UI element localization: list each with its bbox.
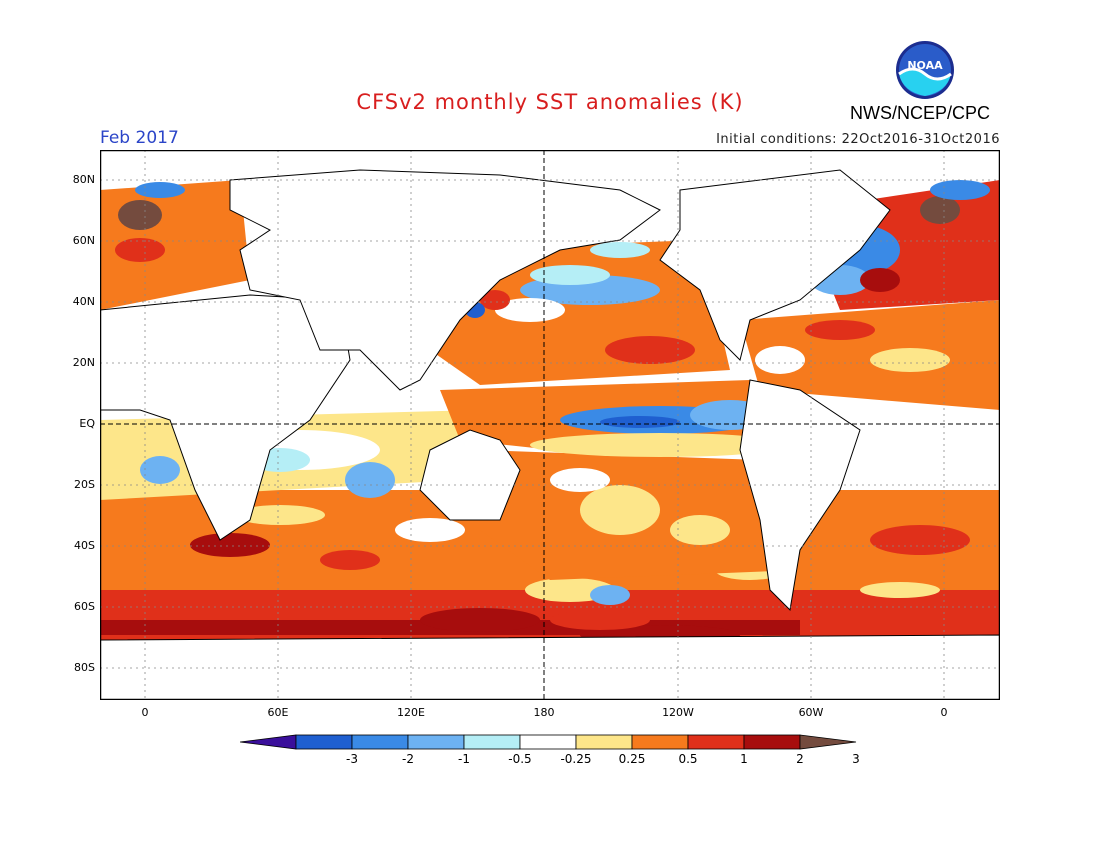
colorbar-cell — [631, 734, 689, 750]
lon-label-0-east: 0 — [940, 706, 948, 719]
lon-label-180: 180 — [533, 706, 555, 719]
agency-label: NWS/NCEP/CPC — [849, 103, 990, 123]
lat-label-80n: 80N — [72, 173, 95, 186]
lon-label-60e: 60E — [267, 706, 289, 719]
land-antarctica — [100, 634, 1000, 700]
colorbar-cell — [407, 734, 465, 750]
colorbar-tick-label: 0.25 — [618, 752, 646, 766]
colorbar-tick-label: -0.25 — [560, 752, 592, 766]
land-eurasia — [229, 169, 661, 391]
continents — [100, 169, 1000, 700]
colorbar-cell — [687, 734, 745, 750]
land-australia — [419, 429, 521, 521]
lon-label-120w: 120W — [662, 706, 694, 719]
colorbar-cell — [351, 734, 409, 750]
colorbar-cell — [519, 734, 577, 750]
colorbar-tick-label: 2 — [796, 752, 804, 766]
colorbar-tick-label: -0.5 — [508, 752, 532, 766]
forecast-period: Feb 2017 — [100, 128, 179, 148]
north-atlantic-anomalies — [100, 180, 1000, 410]
map-frame — [100, 150, 1000, 700]
colorbar-tick-label: -2 — [402, 752, 414, 766]
colorbar-cell — [575, 734, 633, 750]
lat-label-80s: 80S — [74, 661, 95, 674]
colorbar-tick-label: 3 — [852, 752, 860, 766]
map-title: CFSv2 monthly SST anomalies (K) — [356, 90, 744, 114]
logo-text: NOAA — [907, 59, 943, 72]
lon-label-0: 0 — [141, 706, 149, 719]
lat-label-40n: 40N — [72, 295, 95, 308]
lat-label-20n: 20N — [72, 356, 95, 369]
colorbar-tick-label: -3 — [346, 752, 358, 766]
colorbar-tick-label: -1 — [458, 752, 470, 766]
colorbar-cell — [295, 734, 353, 750]
land-north-america — [659, 169, 891, 361]
lat-label-60s: 60S — [74, 600, 95, 613]
initial-conditions: Initial conditions: 22Oct2016-31Oct2016 — [716, 132, 1000, 147]
colorbar — [240, 734, 857, 750]
colorbar-cell — [743, 734, 801, 750]
colorbar-arrow-high — [799, 734, 857, 750]
lon-label-60w: 60W — [798, 706, 824, 719]
colorbar-tick-label: 0.5 — [678, 752, 698, 766]
colorbar-cell — [463, 734, 521, 750]
lat-label-60n: 60N — [72, 234, 95, 247]
colorbar-tick-label: 1 — [740, 752, 748, 766]
south-pacific-warm — [480, 450, 800, 630]
colorbar-arrow-low — [240, 734, 297, 750]
lon-label-120e: 120E — [397, 706, 425, 719]
grid-lines — [100, 150, 1000, 700]
noaa-logo-icon: NOAA — [896, 41, 954, 99]
sst-anomaly-map — [100, 150, 1000, 700]
lat-label-40s: 40S — [74, 539, 95, 552]
lat-label-20s: 20S — [74, 478, 95, 491]
lat-label-eq: EQ — [79, 417, 95, 430]
equator-dateline — [100, 150, 1000, 700]
